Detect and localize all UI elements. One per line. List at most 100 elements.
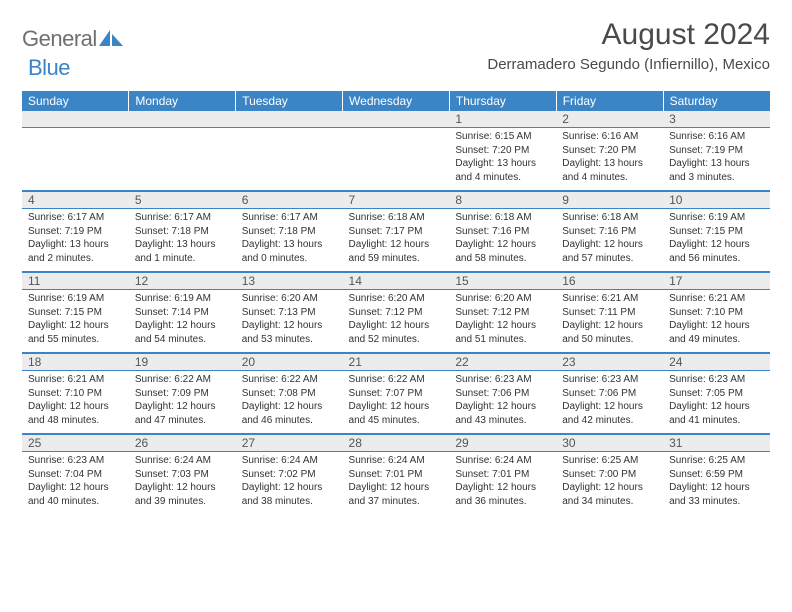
day-cell: Sunrise: 6:23 AMSunset: 7:04 PMDaylight:… (22, 452, 129, 515)
day-header: Saturday (663, 91, 770, 111)
day-line: Sunrise: 6:22 AM (349, 373, 444, 387)
day-line: Daylight: 12 hours (669, 238, 764, 252)
day-line: and 2 minutes. (28, 252, 123, 266)
calendar-table: SundayMondayTuesdayWednesdayThursdayFrid… (22, 91, 770, 514)
day-line: Sunrise: 6:23 AM (28, 454, 123, 468)
day-line: Sunset: 7:16 PM (562, 225, 657, 239)
day-line: and 51 minutes. (455, 333, 550, 347)
day-line: Sunrise: 6:18 AM (349, 211, 444, 225)
day-line: Sunset: 7:01 PM (349, 468, 444, 482)
day-number: 1 (449, 111, 556, 128)
day-line: and 3 minutes. (669, 171, 764, 185)
day-line: Sunset: 7:12 PM (455, 306, 550, 320)
day-line: and 39 minutes. (135, 495, 230, 509)
day-number: 20 (236, 354, 343, 371)
week-daynum-row: 45678910 (22, 192, 770, 209)
day-line: and 0 minutes. (242, 252, 337, 266)
day-line: Sunrise: 6:20 AM (242, 292, 337, 306)
day-line: Sunrise: 6:19 AM (28, 292, 123, 306)
day-line: Daylight: 12 hours (562, 319, 657, 333)
day-line: Sunset: 7:20 PM (455, 144, 550, 158)
day-line: and 48 minutes. (28, 414, 123, 428)
day-number: 28 (343, 435, 450, 452)
day-number: 16 (556, 273, 663, 290)
week-content-row: Sunrise: 6:15 AMSunset: 7:20 PMDaylight:… (22, 128, 770, 191)
day-line: Daylight: 12 hours (349, 238, 444, 252)
day-number: 14 (343, 273, 450, 290)
day-number (236, 111, 343, 128)
location-subtitle: Derramadero Segundo (Infiernillo), Mexic… (487, 56, 770, 73)
week-content-row: Sunrise: 6:17 AMSunset: 7:19 PMDaylight:… (22, 209, 770, 272)
day-line: Sunrise: 6:17 AM (242, 211, 337, 225)
day-number: 12 (129, 273, 236, 290)
day-line: Sunset: 7:15 PM (28, 306, 123, 320)
day-line: Sunrise: 6:23 AM (562, 373, 657, 387)
day-line: Sunrise: 6:16 AM (562, 130, 657, 144)
day-number: 26 (129, 435, 236, 452)
day-cell: Sunrise: 6:23 AMSunset: 7:05 PMDaylight:… (663, 371, 770, 434)
day-header: Monday (129, 91, 236, 111)
day-line: Daylight: 12 hours (669, 319, 764, 333)
day-line: Sunrise: 6:23 AM (669, 373, 764, 387)
day-cell: Sunrise: 6:21 AMSunset: 7:10 PMDaylight:… (22, 371, 129, 434)
day-cell: Sunrise: 6:20 AMSunset: 7:12 PMDaylight:… (343, 290, 450, 353)
day-number: 11 (22, 273, 129, 290)
day-line: Daylight: 12 hours (349, 400, 444, 414)
day-cell: Sunrise: 6:20 AMSunset: 7:13 PMDaylight:… (236, 290, 343, 353)
day-line: Sunrise: 6:20 AM (349, 292, 444, 306)
day-line: Sunrise: 6:23 AM (455, 373, 550, 387)
day-line: Daylight: 12 hours (455, 319, 550, 333)
day-cell: Sunrise: 6:16 AMSunset: 7:20 PMDaylight:… (556, 128, 663, 191)
day-line: Daylight: 12 hours (242, 319, 337, 333)
day-line: Sunset: 7:00 PM (562, 468, 657, 482)
day-number: 29 (449, 435, 556, 452)
day-cell (236, 128, 343, 191)
day-line: and 46 minutes. (242, 414, 337, 428)
day-line: Sunset: 7:18 PM (242, 225, 337, 239)
day-number: 2 (556, 111, 663, 128)
brand-word-2: Blue (22, 55, 70, 80)
day-line: and 1 minute. (135, 252, 230, 266)
day-line: Daylight: 12 hours (242, 400, 337, 414)
day-number (343, 111, 450, 128)
day-cell: Sunrise: 6:15 AMSunset: 7:20 PMDaylight:… (449, 128, 556, 191)
day-cell: Sunrise: 6:21 AMSunset: 7:11 PMDaylight:… (556, 290, 663, 353)
day-line: and 40 minutes. (28, 495, 123, 509)
day-line: and 4 minutes. (455, 171, 550, 185)
day-line: Sunset: 7:19 PM (669, 144, 764, 158)
day-line: Sunrise: 6:18 AM (455, 211, 550, 225)
day-cell: Sunrise: 6:24 AMSunset: 7:01 PMDaylight:… (343, 452, 450, 515)
day-cell (129, 128, 236, 191)
day-cell: Sunrise: 6:25 AMSunset: 7:00 PMDaylight:… (556, 452, 663, 515)
day-line: and 34 minutes. (562, 495, 657, 509)
day-line: Sunset: 7:05 PM (669, 387, 764, 401)
day-line: and 33 minutes. (669, 495, 764, 509)
day-cell: Sunrise: 6:25 AMSunset: 6:59 PMDaylight:… (663, 452, 770, 515)
day-cell: Sunrise: 6:18 AMSunset: 7:16 PMDaylight:… (449, 209, 556, 272)
day-line: Sunrise: 6:19 AM (135, 292, 230, 306)
day-number: 24 (663, 354, 770, 371)
day-line: Daylight: 12 hours (562, 238, 657, 252)
day-line: and 56 minutes. (669, 252, 764, 266)
day-line: Sunset: 7:08 PM (242, 387, 337, 401)
calendar-page: General August 2024 Derramadero Segundo … (0, 0, 792, 612)
day-line: Sunrise: 6:25 AM (669, 454, 764, 468)
day-line: Daylight: 12 hours (455, 481, 550, 495)
week-content-row: Sunrise: 6:23 AMSunset: 7:04 PMDaylight:… (22, 452, 770, 515)
day-line: Sunset: 7:02 PM (242, 468, 337, 482)
day-line: Sunrise: 6:24 AM (135, 454, 230, 468)
day-line: Daylight: 13 hours (242, 238, 337, 252)
day-line: Daylight: 12 hours (349, 319, 444, 333)
day-header: Tuesday (236, 91, 343, 111)
day-number: 23 (556, 354, 663, 371)
day-cell (343, 128, 450, 191)
day-line: Daylight: 12 hours (562, 400, 657, 414)
day-line: and 4 minutes. (562, 171, 657, 185)
day-line: Daylight: 12 hours (28, 481, 123, 495)
day-line: Sunset: 7:06 PM (455, 387, 550, 401)
day-line: Sunrise: 6:20 AM (455, 292, 550, 306)
day-cell: Sunrise: 6:20 AMSunset: 7:12 PMDaylight:… (449, 290, 556, 353)
day-cell: Sunrise: 6:24 AMSunset: 7:02 PMDaylight:… (236, 452, 343, 515)
day-number: 7 (343, 192, 450, 209)
day-cell: Sunrise: 6:23 AMSunset: 7:06 PMDaylight:… (556, 371, 663, 434)
